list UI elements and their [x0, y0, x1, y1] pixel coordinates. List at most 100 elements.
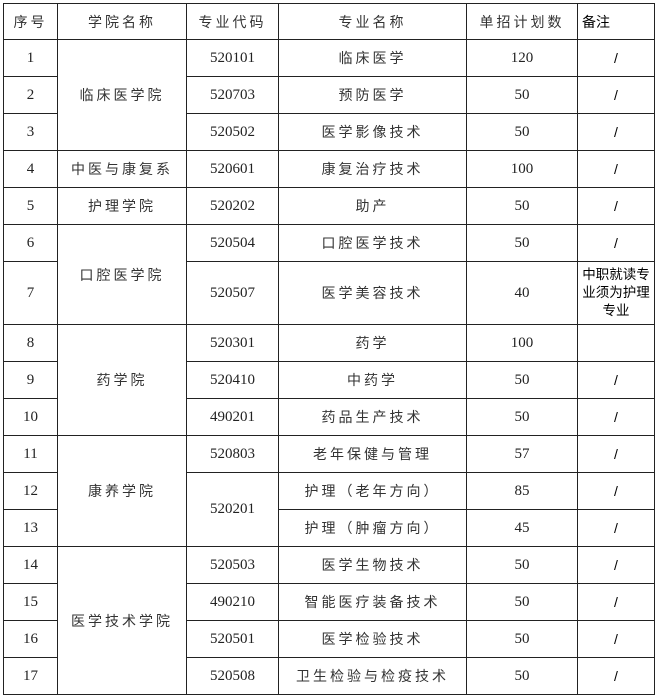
- cell-remark: [577, 324, 655, 362]
- cell-seq: 4: [3, 150, 58, 188]
- cell-seq: 2: [3, 76, 58, 114]
- cell-code: 520504: [186, 224, 279, 262]
- cell-seq: 6: [3, 224, 58, 262]
- cell-seq: 16: [3, 620, 58, 658]
- header-remark: 备注: [577, 3, 655, 40]
- cell-code: 490201: [186, 398, 279, 436]
- cell-plan: 85: [466, 472, 578, 510]
- cell-major: 老年保健与管理: [278, 435, 467, 473]
- header-seq: 序号: [3, 3, 58, 40]
- table-row: 13 护理（肿瘤方向） 45/: [3, 509, 655, 547]
- table-row: 6 口腔医学院 520504 口腔医学技术 50/: [3, 224, 655, 325]
- cell-major: 医学美容技术: [278, 261, 467, 325]
- cell-plan: 100: [466, 150, 578, 188]
- cell-plan: 50: [466, 546, 578, 584]
- cell-seq: 13: [3, 509, 58, 547]
- cell-major: 助产: [278, 187, 467, 225]
- cell-major: 卫生检验与检疫技术: [278, 657, 467, 695]
- cell-code: 520703: [186, 76, 279, 114]
- cell-plan: 50: [466, 224, 578, 262]
- cell-remark: /: [577, 620, 655, 658]
- cell-major: 药学: [278, 324, 467, 362]
- table-row: 8 药学院 520301 药学 100: [3, 324, 655, 436]
- cell-major: 护理（肿瘤方向）: [278, 509, 467, 547]
- cell-seq: 5: [3, 187, 58, 225]
- cell-plan: 40: [466, 261, 578, 325]
- cell-seq: 8: [3, 324, 58, 362]
- cell-plan: 50: [466, 620, 578, 658]
- cell-remark: /: [577, 39, 655, 77]
- cell-remark: 中职就读专业须为护理专业: [577, 261, 655, 325]
- cell-major: 医学检验技术: [278, 620, 467, 658]
- cell-seq: 9: [3, 361, 58, 399]
- header-code: 专业代码: [186, 3, 279, 40]
- cell-major: 中药学: [278, 361, 467, 399]
- table-row: 9 520410 中药学 50/: [3, 361, 655, 399]
- table-row: 1 临床医学院 520101 临床医学 120/: [3, 39, 655, 151]
- cell-remark: /: [577, 546, 655, 584]
- cell-remark: /: [577, 76, 655, 114]
- table-row: 16 520501 医学检验技术 50/: [3, 620, 655, 658]
- cell-plan: 50: [466, 113, 578, 151]
- cell-code: 520507: [186, 261, 279, 325]
- cell-seq: 3: [3, 113, 58, 151]
- cell-college: 中医与康复系: [57, 150, 187, 188]
- cell-code: 520502: [186, 113, 279, 151]
- cell-college: 康养学院: [57, 435, 187, 547]
- cell-code: 520501: [186, 620, 279, 658]
- cell-major: 智能医疗装备技术: [278, 583, 467, 621]
- cell-remark: /: [577, 224, 655, 262]
- cell-code: 520202: [186, 187, 279, 225]
- cell-plan: 50: [466, 583, 578, 621]
- cell-remark: /: [577, 657, 655, 695]
- cell-plan: 50: [466, 657, 578, 695]
- cell-major: 护理（老年方向）: [278, 472, 467, 510]
- table-row: 14 医学技术学院 520503 医学生物技术 50/: [3, 546, 655, 695]
- cell-code: 520508: [186, 657, 279, 695]
- cell-remark: /: [577, 187, 655, 225]
- cell-seq: 15: [3, 583, 58, 621]
- header-plan: 单招计划数: [466, 3, 578, 40]
- table-row: 11 康养学院 520803 老年保健与管理 57/: [3, 435, 655, 547]
- cell-college: 医学技术学院: [57, 546, 187, 695]
- enrollment-plan-table: 序号 学院名称 专业代码 专业名称 单招计划数 备注 1 临床医学院 520101 临…: [3, 3, 655, 695]
- cell-remark: /: [577, 583, 655, 621]
- cell-college: 口腔医学院: [57, 224, 187, 325]
- cell-seq: 10: [3, 398, 58, 436]
- cell-code: 520201: [186, 472, 279, 547]
- cell-remark: /: [577, 113, 655, 151]
- cell-seq: 12: [3, 472, 58, 510]
- cell-seq: 14: [3, 546, 58, 584]
- cell-code: 520301: [186, 324, 279, 362]
- table-row: 2 520703 预防医学 50/: [3, 76, 655, 114]
- table-row: 5 护理学院 520202 助产 50/: [3, 187, 655, 225]
- table-row: 10 490201 药品生产技术 50/: [3, 398, 655, 436]
- cell-plan: 100: [466, 324, 578, 362]
- cell-code: 520503: [186, 546, 279, 584]
- cell-major: 口腔医学技术: [278, 224, 467, 262]
- cell-plan: 120: [466, 39, 578, 77]
- cell-seq: 11: [3, 435, 58, 473]
- cell-plan: 50: [466, 398, 578, 436]
- cell-major: 医学影像技术: [278, 113, 467, 151]
- cell-remark: /: [577, 509, 655, 547]
- cell-college: 护理学院: [57, 187, 187, 225]
- cell-plan: 45: [466, 509, 578, 547]
- cell-plan: 50: [466, 361, 578, 399]
- cell-seq: 7: [3, 261, 58, 325]
- cell-remark: /: [577, 150, 655, 188]
- cell-code: 520601: [186, 150, 279, 188]
- header-row: 序号 学院名称 专业代码 专业名称 单招计划数 备注: [3, 3, 655, 40]
- cell-seq: 1: [3, 39, 58, 77]
- cell-remark: /: [577, 472, 655, 510]
- cell-remark: /: [577, 361, 655, 399]
- cell-code: 520101: [186, 39, 279, 77]
- cell-college: 临床医学院: [57, 39, 187, 151]
- cell-major: 康复治疗技术: [278, 150, 467, 188]
- cell-code: 520410: [186, 361, 279, 399]
- cell-code: 520803: [186, 435, 279, 473]
- cell-major: 临床医学: [278, 39, 467, 77]
- cell-major: 药品生产技术: [278, 398, 467, 436]
- cell-plan: 57: [466, 435, 578, 473]
- header-college: 学院名称: [57, 3, 187, 40]
